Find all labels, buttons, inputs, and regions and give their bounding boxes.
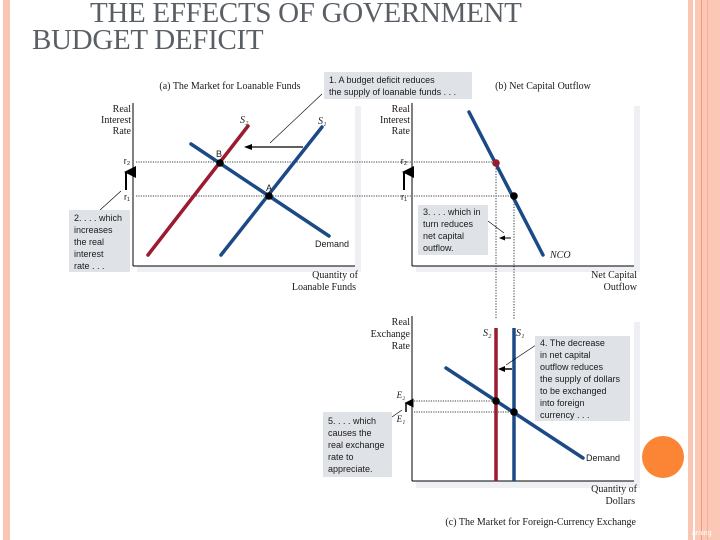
supply-curve-s2 (146, 124, 250, 257)
callout-1-leader (269, 93, 323, 144)
equilibrium-point-a (265, 192, 273, 200)
svg-text:to be exchanged: to be exchanged (540, 386, 607, 396)
svg-text:the supply of dollars: the supply of dollars (540, 374, 621, 384)
callout-1-box (324, 72, 472, 99)
nco-point-r2 (492, 159, 500, 167)
svg-text:2. . . . which: 2. . . . which (74, 213, 122, 223)
panel-c-foreign-currency-exchange: Real Exchange Rate E₂ E₁ S₂ S₁ Demand 4.… (323, 316, 640, 528)
svg-text:the real: the real (74, 237, 104, 247)
nco-curve (467, 110, 545, 257)
svg-text:5. . . . which: 5. . . . which (328, 416, 376, 426)
svg-text:net capital: net capital (423, 231, 464, 241)
callout-3-leader (487, 220, 505, 234)
svg-text:in net capital: in net capital (540, 350, 591, 360)
nco-point-r1 (510, 192, 518, 200)
panel-a-caption: (a) The Market for Loanable Funds (159, 81, 300, 92)
callout-3-box (418, 205, 488, 255)
svg-text:real exchange: real exchange (328, 440, 385, 450)
panel-b-caption: (b) Net Capital Outflow (495, 81, 592, 92)
s1-label-a: S₁ (318, 116, 326, 127)
point-b-label: B (216, 149, 222, 159)
svg-text:rate . . .: rate . . . (74, 261, 105, 271)
svg-text:turn reduces: turn reduces (423, 219, 474, 229)
tick-e2: E₂ (396, 390, 406, 400)
svg-text:Rate: Rate (392, 341, 411, 352)
panel-a-loanable-funds: (a) The Market for Loanable Funds Real I… (69, 72, 472, 293)
panel-c-caption: (c) The Market for Foreign-Currency Exch… (445, 517, 636, 528)
svg-text:increases: increases (74, 225, 113, 235)
callout-1-line-2: the supply of loanable funds . . . (329, 87, 456, 97)
tick-r1-a: r₁ (124, 192, 130, 202)
exchange-point-e2 (492, 397, 500, 405)
left-border-stripe (3, 0, 10, 540)
title-line-1: THE EFFECTS OF GOVERNMENT (90, 0, 522, 29)
demand-label-c: Demand (586, 453, 620, 463)
tick-e1: E₁ (396, 414, 406, 424)
svg-text:into foreign: into foreign (540, 398, 585, 408)
callout-5-box (323, 412, 392, 477)
panel-b-x-label-2: Outflow (604, 282, 638, 293)
panel-b-net-capital-outflow: (b) Net Capital Outflow Real Interest Ra… (380, 81, 640, 330)
svg-text:Interest: Interest (101, 115, 131, 126)
s1-label-c: S₁ (516, 328, 524, 339)
svg-text:outflow reduces: outflow reduces (540, 362, 604, 372)
right-border-stripes (688, 0, 720, 540)
svg-text:outflow.: outflow. (423, 243, 454, 253)
nco-decrease-arrow (499, 235, 505, 241)
demand-label-a: Demand (315, 239, 349, 249)
demand-curve-a (189, 142, 331, 238)
supply-curve-s1 (219, 125, 324, 257)
svg-text:Real: Real (113, 104, 132, 115)
svg-text:rate to: rate to (328, 452, 354, 462)
nco-label: NCO (549, 250, 571, 261)
panel-c-x-label-1: Quantity of (591, 484, 637, 495)
tick-r2-b: r₂ (401, 156, 408, 166)
panel-b-x-label-1: Net Capital (591, 270, 637, 281)
title-line-2: BUDGET DEFICIT (32, 24, 264, 56)
tick-r1-b: r₁ (401, 192, 407, 202)
tick-r2-a: r₂ (124, 156, 131, 166)
s2-label-a: S₂ (240, 115, 249, 126)
decorative-orange-circle (642, 436, 684, 478)
exchange-point-e1 (510, 408, 518, 416)
panel-a-x-label-1: Quantity of (312, 270, 358, 281)
panel-c-y-label: Real Exchange Rate (371, 317, 411, 352)
callout-1-line-1: 1. A budget deficit reduces (329, 75, 435, 85)
callout-4-leader (505, 344, 537, 366)
panel-a-y-label: Real Interest Rate (101, 104, 132, 137)
s2-label-c: S₂ (483, 328, 492, 339)
callout-5-leader (391, 409, 403, 418)
callout-4-box (535, 336, 630, 421)
svg-text:3. . . . which in: 3. . . . which in (423, 207, 481, 217)
panel-b-y-label: Real Interest Rate (380, 104, 411, 137)
svg-text:Interest: Interest (380, 115, 410, 126)
dollar-supply-shift-arrow (498, 366, 505, 372)
point-a-label: A (266, 183, 272, 193)
svg-text:appreciate.: appreciate. (328, 464, 373, 474)
panel-a-x-label-2: Loanable Funds (292, 282, 356, 293)
svg-text:Rate: Rate (113, 126, 132, 137)
svg-text:Exchange: Exchange (371, 329, 411, 340)
slide-title: THE EFFECTS OF GOVERNMENT BUDGET DEFICIT (32, 0, 652, 56)
watermark-text: arning (692, 530, 712, 537)
panel-c-x-label-2: Dollars (606, 496, 636, 507)
svg-text:currency . . .: currency . . . (540, 410, 590, 420)
svg-text:causes the: causes the (328, 428, 372, 438)
callout-2-leader (99, 190, 122, 211)
callout-2-box (69, 210, 130, 272)
svg-text:Rate: Rate (392, 126, 411, 137)
svg-text:Real: Real (392, 317, 411, 328)
svg-text:4. The decrease: 4. The decrease (540, 338, 605, 348)
svg-text:Real: Real (392, 104, 411, 115)
svg-text:interest: interest (74, 249, 104, 259)
equilibrium-point-b (216, 159, 224, 167)
